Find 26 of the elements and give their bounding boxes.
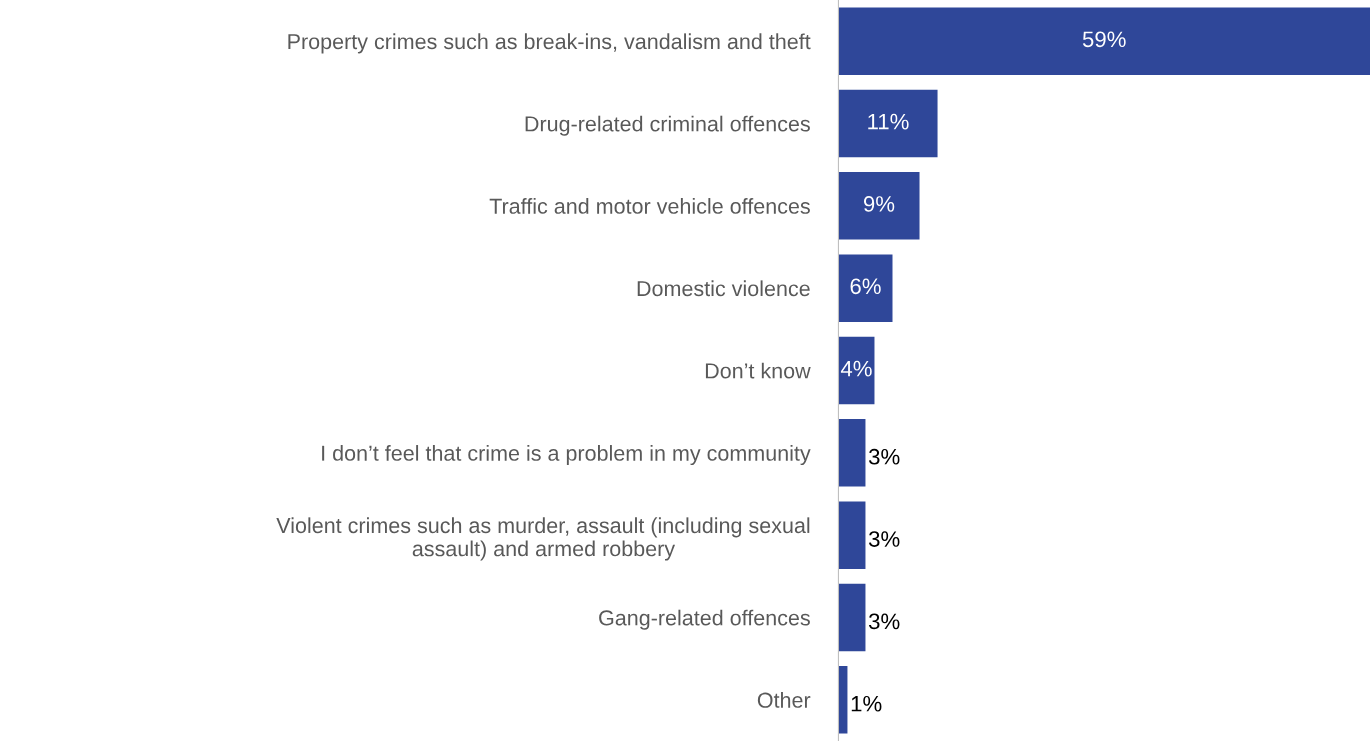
- bar: [838, 419, 866, 487]
- y-tick-label: Other: [757, 692, 811, 708]
- bar: [838, 336, 875, 405]
- bar: [838, 254, 893, 322]
- data-label: 9%: [863, 196, 895, 212]
- data-label: 1%: [851, 695, 882, 712]
- data-label: 6%: [850, 278, 881, 295]
- bar: [838, 583, 866, 652]
- data-label: 59%: [1082, 31, 1126, 48]
- y-tick-label: Traffic and motor vehicle offences: [489, 198, 810, 214]
- bar: [838, 172, 920, 240]
- data-label: 3%: [868, 613, 900, 630]
- data-label: 3%: [868, 448, 900, 465]
- y-tick-label: Gang-related offences: [599, 609, 810, 630]
- data-label: 3%: [868, 531, 900, 547]
- y-tick-label: Don’t know: [705, 362, 811, 379]
- data-label: 11%: [868, 113, 909, 130]
- bar: [838, 7, 1370, 75]
- y-tick-label: I don’t feel that crime is a problem in my community: [322, 445, 811, 466]
- y-tick-label: Domestic violence: [637, 280, 810, 297]
- data-label: 4%: [840, 360, 872, 377]
- bar: [838, 501, 866, 569]
- y-tick-label: Violent crimes such as murder, assault (including sexual assault) and armed robbery: [276, 517, 810, 561]
- y-tick-label: Property crimes such as break-ins, vandalism and theft: [288, 33, 811, 54]
- y-tick-label: Drug-related criminal offences: [525, 115, 810, 136]
- bar: [838, 89, 938, 158]
